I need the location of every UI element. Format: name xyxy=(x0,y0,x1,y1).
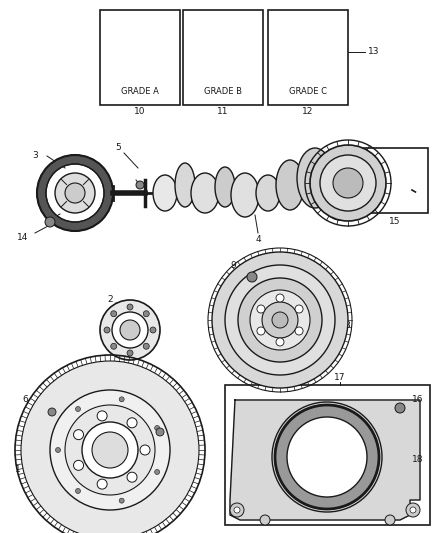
Circle shape xyxy=(92,432,128,468)
Ellipse shape xyxy=(297,148,333,208)
Circle shape xyxy=(127,418,137,428)
Ellipse shape xyxy=(276,160,304,210)
Text: 2: 2 xyxy=(107,295,113,304)
Circle shape xyxy=(97,479,107,489)
Text: GRADE A: GRADE A xyxy=(121,86,159,95)
Circle shape xyxy=(272,312,288,328)
Ellipse shape xyxy=(318,150,362,220)
Bar xyxy=(100,10,180,105)
Text: 10: 10 xyxy=(134,108,146,117)
Circle shape xyxy=(21,361,199,533)
Circle shape xyxy=(82,422,138,478)
Circle shape xyxy=(75,488,81,494)
Circle shape xyxy=(48,408,56,416)
Ellipse shape xyxy=(153,175,177,211)
Circle shape xyxy=(127,350,133,356)
Text: 9: 9 xyxy=(230,261,236,270)
Circle shape xyxy=(120,320,140,340)
Circle shape xyxy=(75,407,81,411)
Text: 8: 8 xyxy=(344,320,350,329)
Text: 13: 13 xyxy=(368,47,380,56)
Circle shape xyxy=(247,272,257,282)
Circle shape xyxy=(50,390,170,510)
Text: 3: 3 xyxy=(32,150,38,159)
Text: 18: 18 xyxy=(412,456,424,464)
Circle shape xyxy=(104,327,110,333)
Circle shape xyxy=(257,305,265,313)
Circle shape xyxy=(127,472,137,482)
Text: 14: 14 xyxy=(18,232,28,241)
Circle shape xyxy=(143,343,149,349)
Circle shape xyxy=(65,405,155,495)
Ellipse shape xyxy=(215,167,235,207)
Bar xyxy=(363,148,428,213)
Bar xyxy=(183,10,263,105)
Text: 11: 11 xyxy=(217,108,229,117)
Circle shape xyxy=(112,312,148,348)
Circle shape xyxy=(119,498,124,503)
Circle shape xyxy=(410,507,416,513)
Circle shape xyxy=(257,327,265,335)
Text: 6: 6 xyxy=(22,395,28,405)
Circle shape xyxy=(310,145,386,221)
Circle shape xyxy=(56,448,60,453)
Circle shape xyxy=(333,168,363,198)
Circle shape xyxy=(276,294,284,302)
Bar xyxy=(225,385,430,525)
Circle shape xyxy=(143,311,149,317)
Circle shape xyxy=(156,428,164,436)
Circle shape xyxy=(155,425,159,431)
Text: 12: 12 xyxy=(302,108,314,117)
Circle shape xyxy=(395,403,405,413)
Polygon shape xyxy=(230,400,420,520)
Ellipse shape xyxy=(175,163,195,207)
Text: 15: 15 xyxy=(389,217,401,227)
Circle shape xyxy=(97,411,107,421)
Circle shape xyxy=(136,181,144,189)
Circle shape xyxy=(320,155,376,211)
Text: 17: 17 xyxy=(334,374,346,383)
Text: GRADE C: GRADE C xyxy=(289,86,327,95)
Circle shape xyxy=(260,515,270,525)
Circle shape xyxy=(127,304,133,310)
Text: 16: 16 xyxy=(412,395,424,405)
Circle shape xyxy=(385,515,395,525)
Wedge shape xyxy=(37,155,113,231)
Circle shape xyxy=(74,461,84,470)
Ellipse shape xyxy=(256,175,280,211)
Circle shape xyxy=(65,183,85,203)
Circle shape xyxy=(100,300,160,360)
Text: 19: 19 xyxy=(249,370,261,379)
Circle shape xyxy=(250,290,310,350)
Text: 7: 7 xyxy=(182,414,188,423)
Circle shape xyxy=(276,338,284,346)
Circle shape xyxy=(140,445,150,455)
Text: 1: 1 xyxy=(15,465,21,474)
Circle shape xyxy=(295,305,303,313)
Ellipse shape xyxy=(191,173,219,213)
Circle shape xyxy=(225,265,335,375)
Circle shape xyxy=(155,470,159,474)
Circle shape xyxy=(234,507,240,513)
Ellipse shape xyxy=(231,173,259,217)
Circle shape xyxy=(295,327,303,335)
Circle shape xyxy=(111,343,117,349)
Circle shape xyxy=(150,327,156,333)
Text: 4: 4 xyxy=(255,236,261,245)
Circle shape xyxy=(262,302,298,338)
Circle shape xyxy=(74,430,84,440)
Bar xyxy=(268,10,348,105)
Circle shape xyxy=(406,503,420,517)
Circle shape xyxy=(111,311,117,317)
Circle shape xyxy=(230,503,244,517)
Circle shape xyxy=(119,397,124,402)
Circle shape xyxy=(275,405,379,509)
Text: GRADE B: GRADE B xyxy=(204,86,242,95)
Circle shape xyxy=(287,417,367,497)
Circle shape xyxy=(55,173,95,213)
Circle shape xyxy=(45,217,55,227)
Circle shape xyxy=(238,278,322,362)
Text: 5: 5 xyxy=(115,143,121,152)
Circle shape xyxy=(212,252,348,388)
